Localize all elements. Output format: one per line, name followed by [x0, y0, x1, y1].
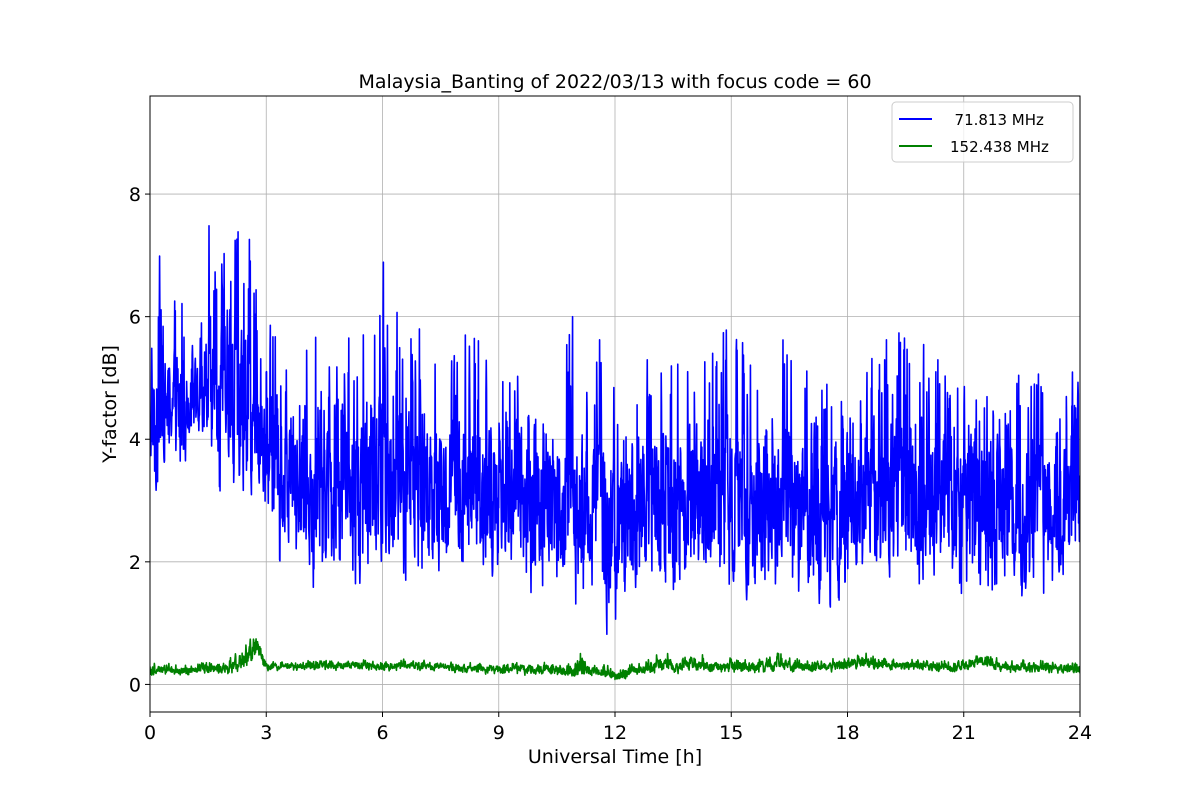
y-axis-label: Y-factor [dB] [99, 345, 121, 464]
x-tick-label: 3 [260, 722, 272, 744]
x-tick-label: 6 [376, 722, 388, 744]
y-tick-label: 0 [129, 674, 141, 696]
legend-label-71mhz: 71.813 MHz [945, 111, 1044, 129]
y-axis: 0 2 4 6 8 [129, 184, 150, 696]
y-tick-label: 6 [129, 307, 141, 329]
x-tick-label: 24 [1068, 722, 1092, 744]
y-tick-label: 4 [129, 429, 141, 451]
x-tick-label: 9 [493, 722, 505, 744]
y-tick-label: 8 [129, 184, 141, 206]
series-line-0 [150, 225, 1080, 636]
legend-label-152mhz: 152.438 MHz [950, 138, 1049, 156]
legend: 71.813 MHz 152.438 MHz [891, 101, 1074, 163]
x-tick-label: 21 [952, 722, 976, 744]
x-tick-label: 18 [835, 722, 859, 744]
plot-frame [149, 95, 1081, 713]
x-tick-label: 15 [719, 722, 743, 744]
chart-title: Malaysia_Banting of 2022/03/13 with focu… [358, 71, 871, 93]
x-axis-label: Universal Time [h] [528, 746, 702, 768]
plot-area [150, 225, 1080, 681]
legend-box [891, 101, 1074, 163]
x-axis: 0 3 6 9 12 15 18 21 24 [144, 712, 1092, 744]
x-tick-label: 12 [603, 722, 627, 744]
y-tick-label: 2 [129, 552, 141, 574]
series-line-1 [150, 638, 1080, 681]
x-tick-label: 0 [144, 722, 156, 744]
